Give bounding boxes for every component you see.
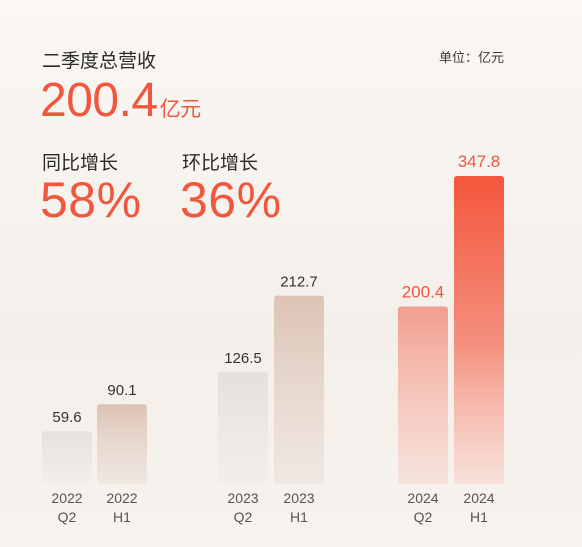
total-revenue-unit: 亿元 [159,98,202,121]
bar-0 [42,431,92,484]
x-tick-label-5: 2024 H1 [463,490,494,525]
bar-value-label-1: 90.1 [107,382,136,399]
yoy-growth-value: 58% [40,172,142,228]
qoq-growth-label: 环比增长 [182,153,259,174]
bar-5 [454,176,504,484]
x-tick-label-4: 2024 Q2 [407,490,438,525]
bar-value-label-3: 212.7 [280,274,318,291]
yoy-growth-label: 同比增长 [42,153,119,174]
unit-label: 单位：亿元 [438,50,504,65]
bar-2 [218,371,268,484]
bar-4 [398,306,448,484]
x-tick-label-1: 2022 H1 [106,490,137,525]
x-tick-label-3: 2023 H1 [283,490,314,525]
bar-1 [97,404,147,484]
bar-value-label-4: 200.4 [402,283,445,302]
x-tick-label-0: 2022 Q2 [51,490,82,525]
bar-value-label-0: 59.6 [52,409,81,426]
qoq-growth-value: 36% [180,172,282,228]
x-tick-label-2: 2023 Q2 [227,490,258,525]
total-revenue: 200.4亿元 [40,74,201,137]
bar-value-label-5: 347.8 [458,152,501,171]
bar-value-label-2: 126.5 [224,350,262,367]
card-title: 二季度总营收 [42,51,157,72]
bar-3 [274,295,324,484]
total-revenue-value: 200.4 [40,74,158,127]
